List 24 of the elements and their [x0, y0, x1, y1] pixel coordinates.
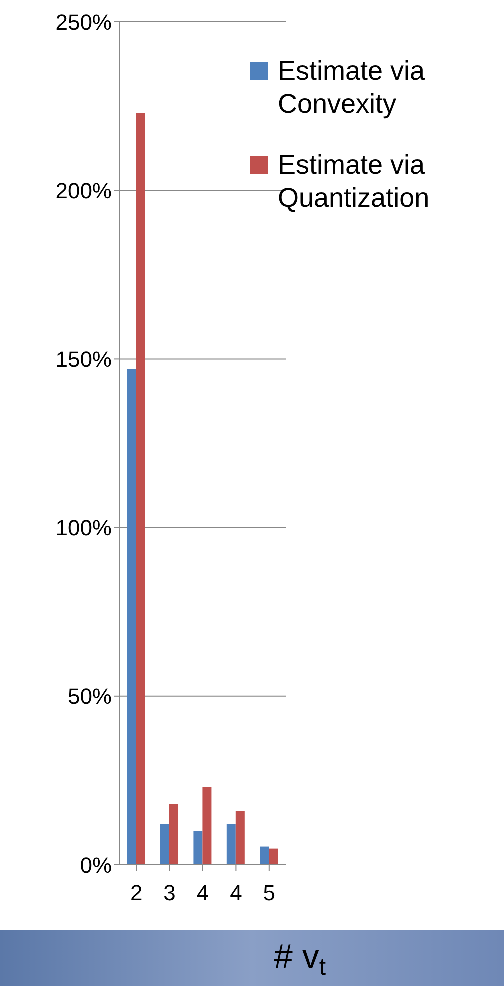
bar: [170, 804, 179, 865]
y-tick-label: 100%: [56, 516, 112, 541]
x-tick-label: 2: [130, 880, 143, 906]
y-tick-label: 50%: [68, 684, 112, 710]
x-tick-label: 5: [263, 880, 276, 906]
bar: [236, 811, 245, 865]
legend-label: Estimate via Convexity: [278, 55, 426, 121]
x-tick-label: 3: [164, 880, 176, 906]
y-tick-label: 150%: [56, 347, 112, 372]
bar: [202, 787, 212, 865]
y-tick-label: 250%: [56, 10, 112, 35]
y-tick-label: 0%: [80, 852, 112, 878]
x-tick-label: 4: [196, 880, 210, 906]
bar: [160, 824, 170, 865]
x-tick-label: 4: [230, 880, 242, 906]
bar: [260, 846, 270, 865]
bar: [127, 369, 136, 865]
legend-label: Estimate via Quantization: [278, 149, 431, 215]
bar: [136, 113, 146, 865]
bar: [194, 831, 203, 865]
x-axis-title: # v$_{t}$: [274, 938, 326, 982]
bar: [226, 824, 236, 865]
y-tick-label: 200%: [56, 178, 112, 204]
bar: [269, 848, 278, 865]
